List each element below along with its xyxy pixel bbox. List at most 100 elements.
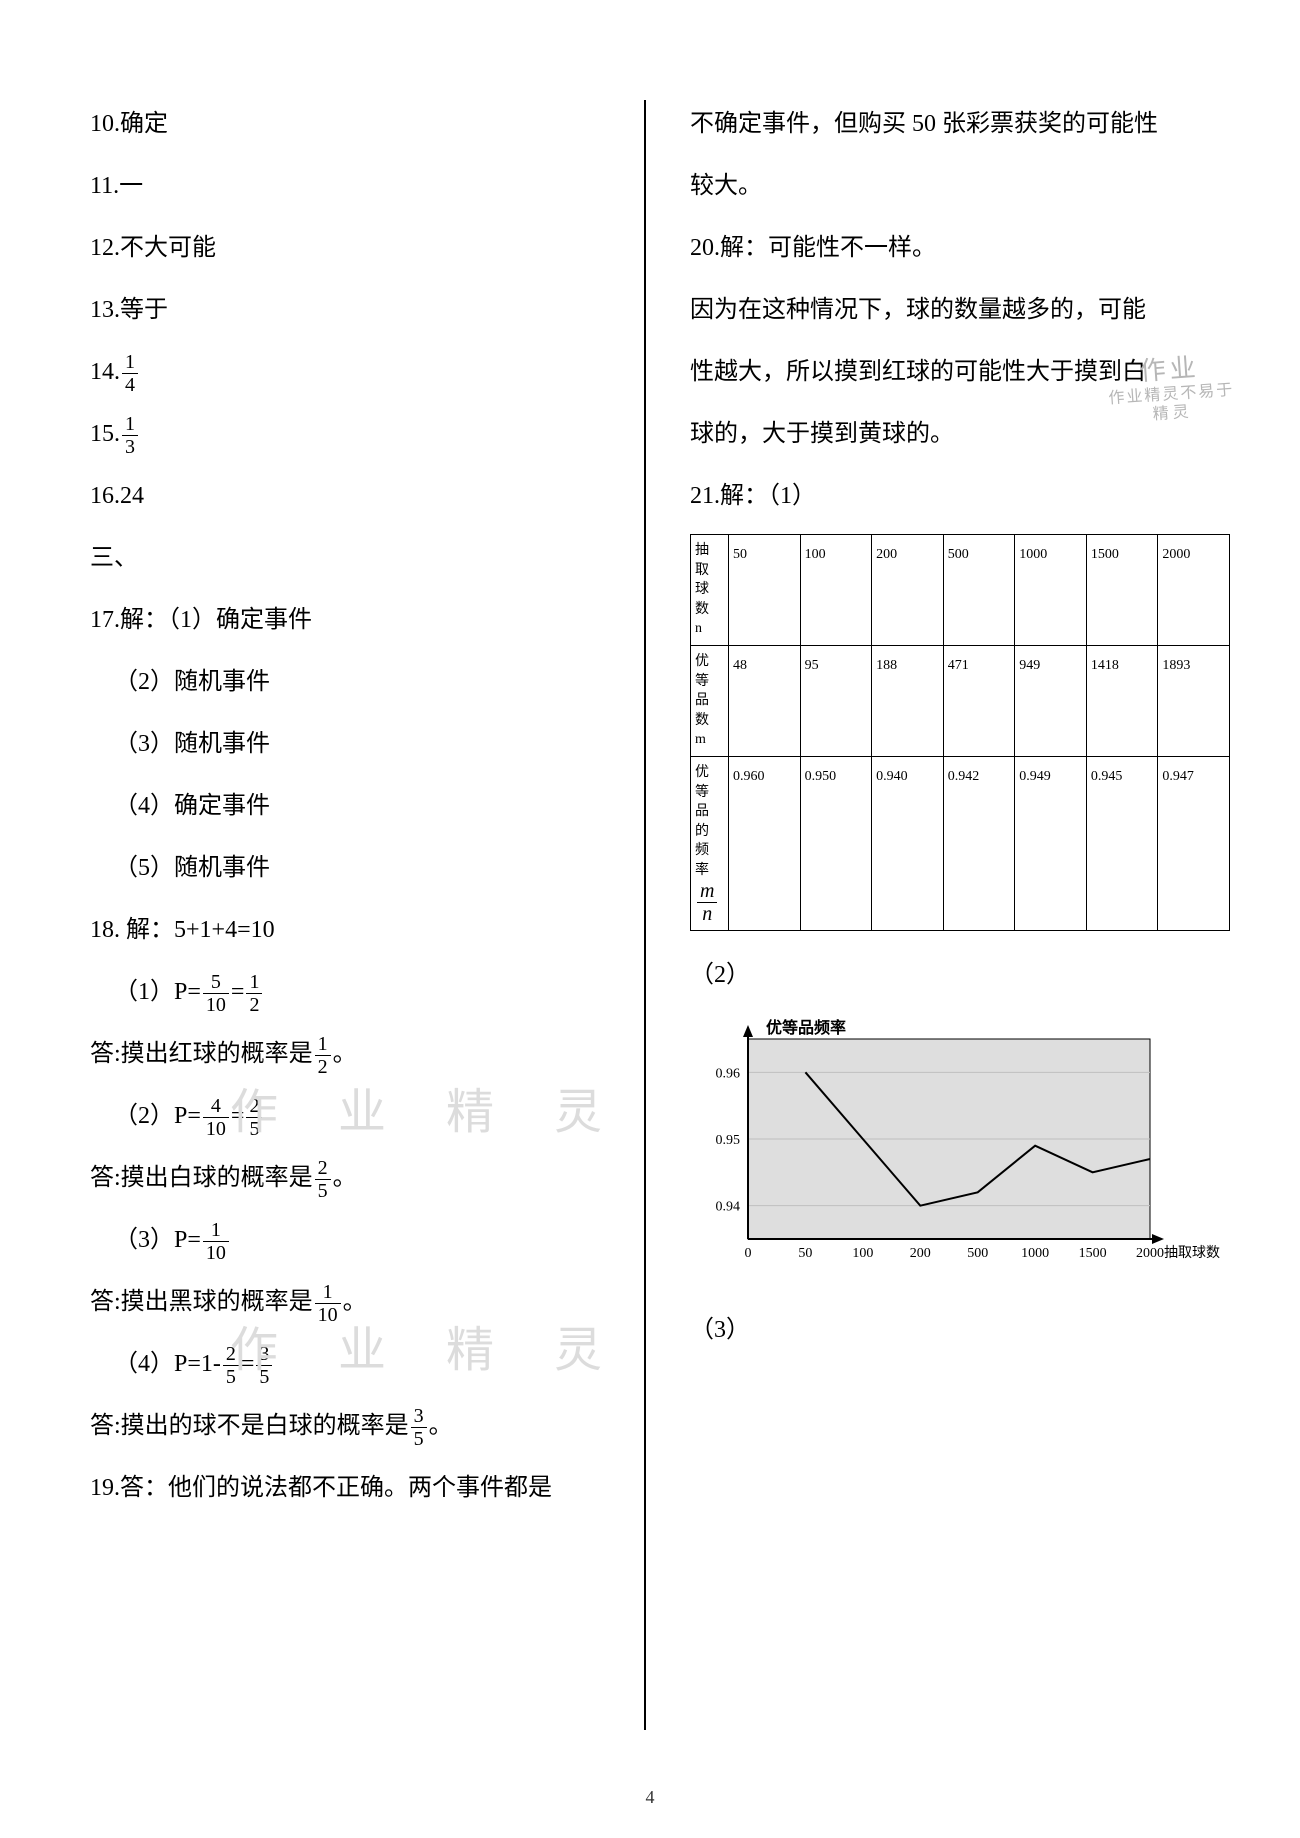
table-header-cell: 优等品的频率mn bbox=[691, 756, 729, 930]
text: 答:摸出红球的概率是 bbox=[90, 1041, 313, 1067]
table-cell: 188 bbox=[872, 645, 944, 756]
text: （4）P=1- bbox=[114, 1351, 221, 1377]
fraction-den: n bbox=[697, 903, 717, 924]
text: = bbox=[231, 979, 245, 1005]
table-cell: 48 bbox=[729, 645, 801, 756]
fraction-num: 5 bbox=[203, 972, 229, 994]
table-cell: 0.950 bbox=[800, 756, 872, 930]
table-cell: 1000 bbox=[1015, 535, 1087, 646]
answer-line: 14.14 bbox=[90, 348, 600, 396]
right-column: 不确定事件，但购买 50 张彩票获奖的可能性 较大。 20.解：可能性不一样。 … bbox=[650, 100, 1230, 1778]
svg-text:100: 100 bbox=[852, 1246, 873, 1261]
answer-line: 12.不大可能 bbox=[90, 224, 600, 272]
text: 答:摸出黑球的概率是 bbox=[90, 1289, 313, 1315]
svg-text:2000: 2000 bbox=[1136, 1246, 1164, 1261]
table-row: 优等品数m 48 95 188 471 949 1418 1893 bbox=[691, 645, 1230, 756]
line-chart-svg: 0.94 0.95 0.96 0 50 100 200 500 1000 1500 2000 优等品频… bbox=[690, 1013, 1230, 1273]
answer-line: 球的，大于摸到黄球的。 bbox=[690, 410, 1230, 458]
answer-line: 16.24 bbox=[90, 472, 600, 520]
table-cell: 2000 bbox=[1158, 535, 1230, 646]
answer-line: （4）P=1-25=35 bbox=[90, 1340, 600, 1388]
table-cell: 1418 bbox=[1086, 645, 1158, 756]
answer-line: （2）P=410=25 bbox=[90, 1092, 600, 1140]
answer-line: 性越大，所以摸到红球的可能性大于摸到白 bbox=[690, 348, 1230, 396]
answer-line: 21.解：（1） bbox=[690, 472, 1230, 520]
fraction: 410 bbox=[203, 1096, 229, 1139]
text: 15. bbox=[90, 421, 120, 447]
frequency-chart: 0.94 0.95 0.96 0 50 100 200 500 1000 1500 2000 优等品频… bbox=[690, 1013, 1230, 1290]
svg-text:0.96: 0.96 bbox=[716, 1066, 741, 1081]
fraction-num: 2 bbox=[315, 1158, 331, 1180]
fraction-num: 1 bbox=[122, 352, 138, 374]
table-cell: 471 bbox=[943, 645, 1015, 756]
text: = bbox=[241, 1351, 255, 1377]
answer-line: 答:摸出的球不是白球的概率是35。 bbox=[90, 1402, 600, 1450]
fraction: mn bbox=[697, 881, 717, 924]
fraction: 13 bbox=[122, 414, 138, 457]
answer-line: （5）随机事件 bbox=[90, 844, 600, 892]
fraction-den: 5 bbox=[315, 1180, 331, 1201]
table-cell: 1500 bbox=[1086, 535, 1158, 646]
fraction-den: 5 bbox=[411, 1428, 427, 1449]
svg-text:0: 0 bbox=[745, 1246, 752, 1261]
fraction: 35 bbox=[256, 1344, 272, 1387]
svg-text:1000: 1000 bbox=[1021, 1246, 1049, 1261]
fraction-den: 10 bbox=[203, 1242, 229, 1263]
page-number: 4 bbox=[646, 1787, 655, 1808]
fraction: 110 bbox=[203, 1220, 229, 1263]
fraction-num: 4 bbox=[203, 1096, 229, 1118]
table-cell: 50 bbox=[729, 535, 801, 646]
left-column: 10.确定 11.一 12.不大可能 13.等于 14.14 15.13 16.… bbox=[90, 100, 640, 1778]
svg-text:50: 50 bbox=[798, 1246, 812, 1261]
text: 答:摸出白球的概率是 bbox=[90, 1165, 313, 1191]
svg-text:0.94: 0.94 bbox=[716, 1199, 741, 1214]
table-cell: 500 bbox=[943, 535, 1015, 646]
answer-line: 较大。 bbox=[690, 162, 1230, 210]
fraction: 510 bbox=[203, 972, 229, 1015]
text: （1）P= bbox=[114, 979, 201, 1005]
fraction-num: 1 bbox=[122, 414, 138, 436]
fraction-num: 1 bbox=[315, 1282, 341, 1304]
answer-line: （1）P=510=12 bbox=[90, 968, 600, 1016]
answer-line: 20.解：可能性不一样。 bbox=[690, 224, 1230, 272]
answer-line: 10.确定 bbox=[90, 100, 600, 148]
text: （2）P= bbox=[114, 1103, 201, 1129]
fraction: 12 bbox=[315, 1034, 331, 1077]
fraction-den: 10 bbox=[203, 994, 229, 1015]
svg-text:1500: 1500 bbox=[1079, 1246, 1107, 1261]
fraction-den: 3 bbox=[122, 436, 138, 457]
answer-line: 因为在这种情况下，球的数量越多的，可能 bbox=[690, 286, 1230, 334]
fraction-den: 5 bbox=[256, 1366, 272, 1387]
svg-text:200: 200 bbox=[910, 1246, 931, 1261]
fraction-den: 5 bbox=[223, 1366, 239, 1387]
fraction-num: 3 bbox=[256, 1344, 272, 1366]
answer-line: （3）P=110 bbox=[90, 1216, 600, 1264]
fraction-den: 2 bbox=[246, 994, 262, 1015]
answer-line: 不确定事件，但购买 50 张彩票获奖的可能性 bbox=[690, 100, 1230, 148]
fraction: 25 bbox=[246, 1096, 262, 1139]
table-cell: 0.942 bbox=[943, 756, 1015, 930]
answer-line: 答:摸出白球的概率是25。 bbox=[90, 1154, 600, 1202]
fraction-num: 2 bbox=[246, 1096, 262, 1118]
answer-line: 11.一 bbox=[90, 162, 600, 210]
fraction-den: 5 bbox=[246, 1118, 262, 1139]
page-container: 10.确定 11.一 12.不大可能 13.等于 14.14 15.13 16.… bbox=[0, 0, 1300, 1838]
table-cell: 0.947 bbox=[1158, 756, 1230, 930]
table-cell: 100 bbox=[800, 535, 872, 646]
answer-line: 17.解：（1）确定事件 bbox=[90, 596, 600, 644]
table-cell: 1893 bbox=[1158, 645, 1230, 756]
answer-line: 19.答：他们的说法都不正确。两个事件都是 bbox=[90, 1464, 600, 1512]
table-cell: 0.949 bbox=[1015, 756, 1087, 930]
svg-text:0.95: 0.95 bbox=[716, 1133, 741, 1148]
column-divider bbox=[644, 100, 646, 1730]
fraction-den: 10 bbox=[203, 1118, 229, 1139]
fraction-num: 1 bbox=[246, 972, 262, 994]
text: 14. bbox=[90, 359, 120, 385]
svg-text:优等品频率: 优等品频率 bbox=[766, 1018, 846, 1037]
svg-text:500: 500 bbox=[967, 1246, 988, 1261]
table-row: 优等品的频率mn 0.960 0.950 0.940 0.942 0.949 0… bbox=[691, 756, 1230, 930]
text: 。 bbox=[429, 1413, 453, 1439]
answer-line: 13.等于 bbox=[90, 286, 600, 334]
table-cell: 0.960 bbox=[729, 756, 801, 930]
answer-line: 答:摸出红球的概率是12。 bbox=[90, 1030, 600, 1078]
